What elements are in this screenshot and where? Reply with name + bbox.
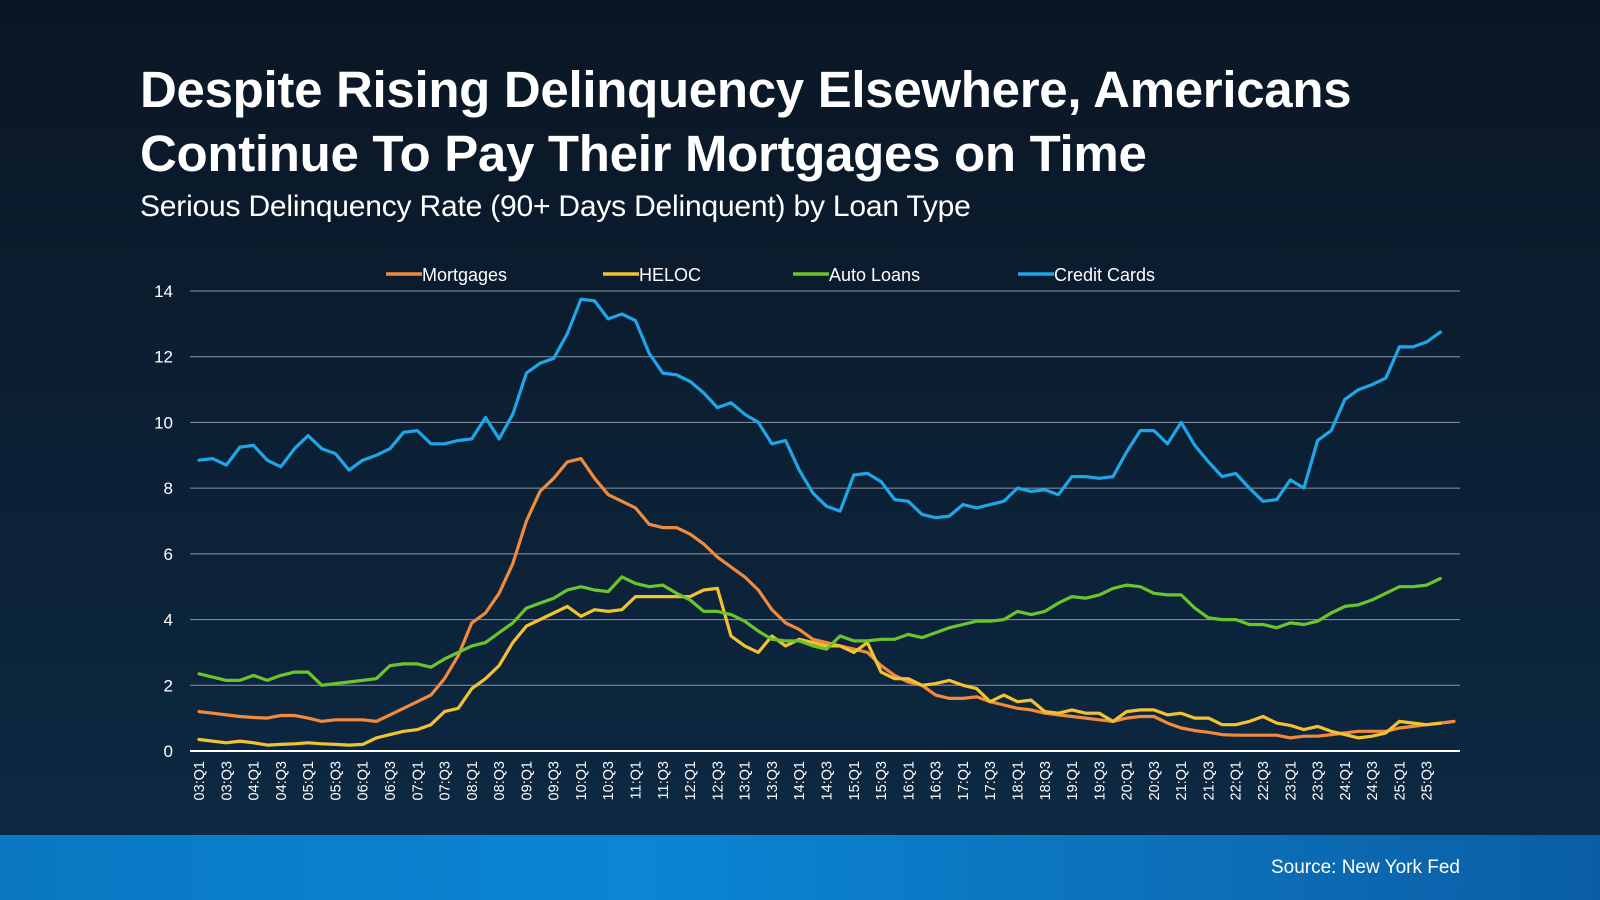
x-tick-label: 13:Q1: [738, 761, 754, 801]
x-tick-label: 05:Q1: [301, 761, 317, 801]
x-tick-label: 16:Q3: [929, 761, 945, 801]
x-tick-label: 25:Q1: [1392, 761, 1408, 801]
x-tick-label: 19:Q3: [1092, 761, 1108, 801]
y-tick-label: 6: [164, 545, 173, 564]
x-tick-label: 23:Q1: [1283, 761, 1299, 801]
x-tick-label: 11:Q3: [656, 761, 672, 799]
series-line-auto-loans: [197, 575, 1443, 687]
chart-title-line-2: Continue To Pay Their Mortgages on Time: [140, 125, 1147, 182]
legend-label-credit-cards: Credit Cards: [1054, 265, 1155, 285]
series-line-mortgages: [197, 457, 1456, 740]
chart-title-line-1: Despite Rising Delinquency Elsewhere, Am…: [140, 61, 1352, 118]
x-tick-label: 07:Q1: [410, 761, 426, 801]
x-tick-label: 20:Q3: [1147, 761, 1163, 801]
x-tick-label: 22:Q1: [1229, 761, 1245, 801]
x-tick-label: 03:Q3: [219, 761, 235, 801]
y-tick-label: 0: [164, 742, 173, 761]
x-tick-label: 08:Q1: [465, 761, 481, 801]
x-tick-label: 06:Q1: [356, 761, 372, 801]
x-tick-label: 18:Q3: [1038, 761, 1054, 801]
x-tick-label: 24:Q3: [1365, 761, 1381, 801]
y-tick-label: 4: [164, 611, 173, 630]
y-tick-label: 8: [164, 479, 173, 498]
x-tick-label: 10:Q3: [601, 761, 617, 801]
x-tick-label: 12:Q3: [710, 761, 726, 801]
x-tick-label: 08:Q3: [492, 761, 508, 801]
x-tick-label: 13:Q3: [765, 761, 781, 801]
x-tick-label: 24:Q1: [1338, 761, 1354, 801]
x-tick-label: 09:Q3: [547, 761, 563, 801]
x-tick-label: 11:Q1: [629, 761, 645, 799]
x-tick-label: 15:Q1: [847, 761, 863, 801]
x-tick-label: 03:Q1: [192, 761, 208, 801]
footer-bar: Source: New York Fed: [0, 835, 1600, 900]
x-tick-label: 06:Q3: [383, 761, 399, 801]
legend-label-heloc: HELOC: [639, 265, 701, 285]
y-tick-label: 12: [154, 348, 173, 367]
chart-title: Despite Rising Delinquency Elsewhere, Am…: [140, 58, 1520, 186]
x-tick-label: 07:Q3: [438, 761, 454, 801]
x-tick-label: 12:Q1: [683, 761, 699, 801]
x-tick-label: 23:Q3: [1311, 761, 1327, 801]
legend-label-auto-loans: Auto Loans: [829, 265, 920, 285]
y-tick-label: 2: [164, 676, 173, 695]
legend-label-mortgages: Mortgages: [422, 265, 507, 285]
x-tick-label: 19:Q1: [1065, 761, 1081, 801]
x-tick-label: 10:Q1: [574, 761, 590, 801]
x-tick-label: 16:Q1: [901, 761, 917, 801]
x-tick-label: 18:Q1: [1010, 761, 1026, 801]
source-note: Source: New York Fed: [1270, 857, 1460, 878]
x-tick-label: 21:Q3: [1201, 761, 1217, 801]
x-tick-label: 04:Q1: [247, 761, 263, 801]
y-tick-label: 10: [154, 413, 173, 432]
series-line-credit-cards: [197, 297, 1443, 520]
chart-subtitle: Serious Delinquency Rate (90+ Days Delin…: [140, 190, 971, 223]
x-tick-label: 14:Q3: [820, 761, 836, 801]
x-tick-label: 14:Q1: [792, 761, 808, 801]
series-line-heloc: [197, 586, 1443, 747]
x-tick-label: 17:Q3: [983, 761, 999, 801]
y-tick-label: 14: [154, 282, 173, 301]
line-chart: 0 2 4 6 8 10 12 14 03:Q1 03:Q3 04:Q1 04:Q3 05:Q1 05:Q…: [154, 265, 1460, 801]
x-tick-label: 22:Q3: [1256, 761, 1272, 801]
x-tick-label: 25:Q3: [1420, 761, 1436, 801]
x-tick-label: 05:Q3: [328, 761, 344, 801]
x-tick-label: 17:Q1: [956, 761, 972, 801]
x-tick-label: 15:Q3: [874, 761, 890, 801]
x-tick-label: 20:Q1: [1120, 761, 1136, 801]
x-tick-label: 21:Q1: [1174, 761, 1190, 801]
x-tick-label: 09:Q1: [519, 761, 535, 801]
x-tick-label: 04:Q3: [274, 761, 290, 801]
